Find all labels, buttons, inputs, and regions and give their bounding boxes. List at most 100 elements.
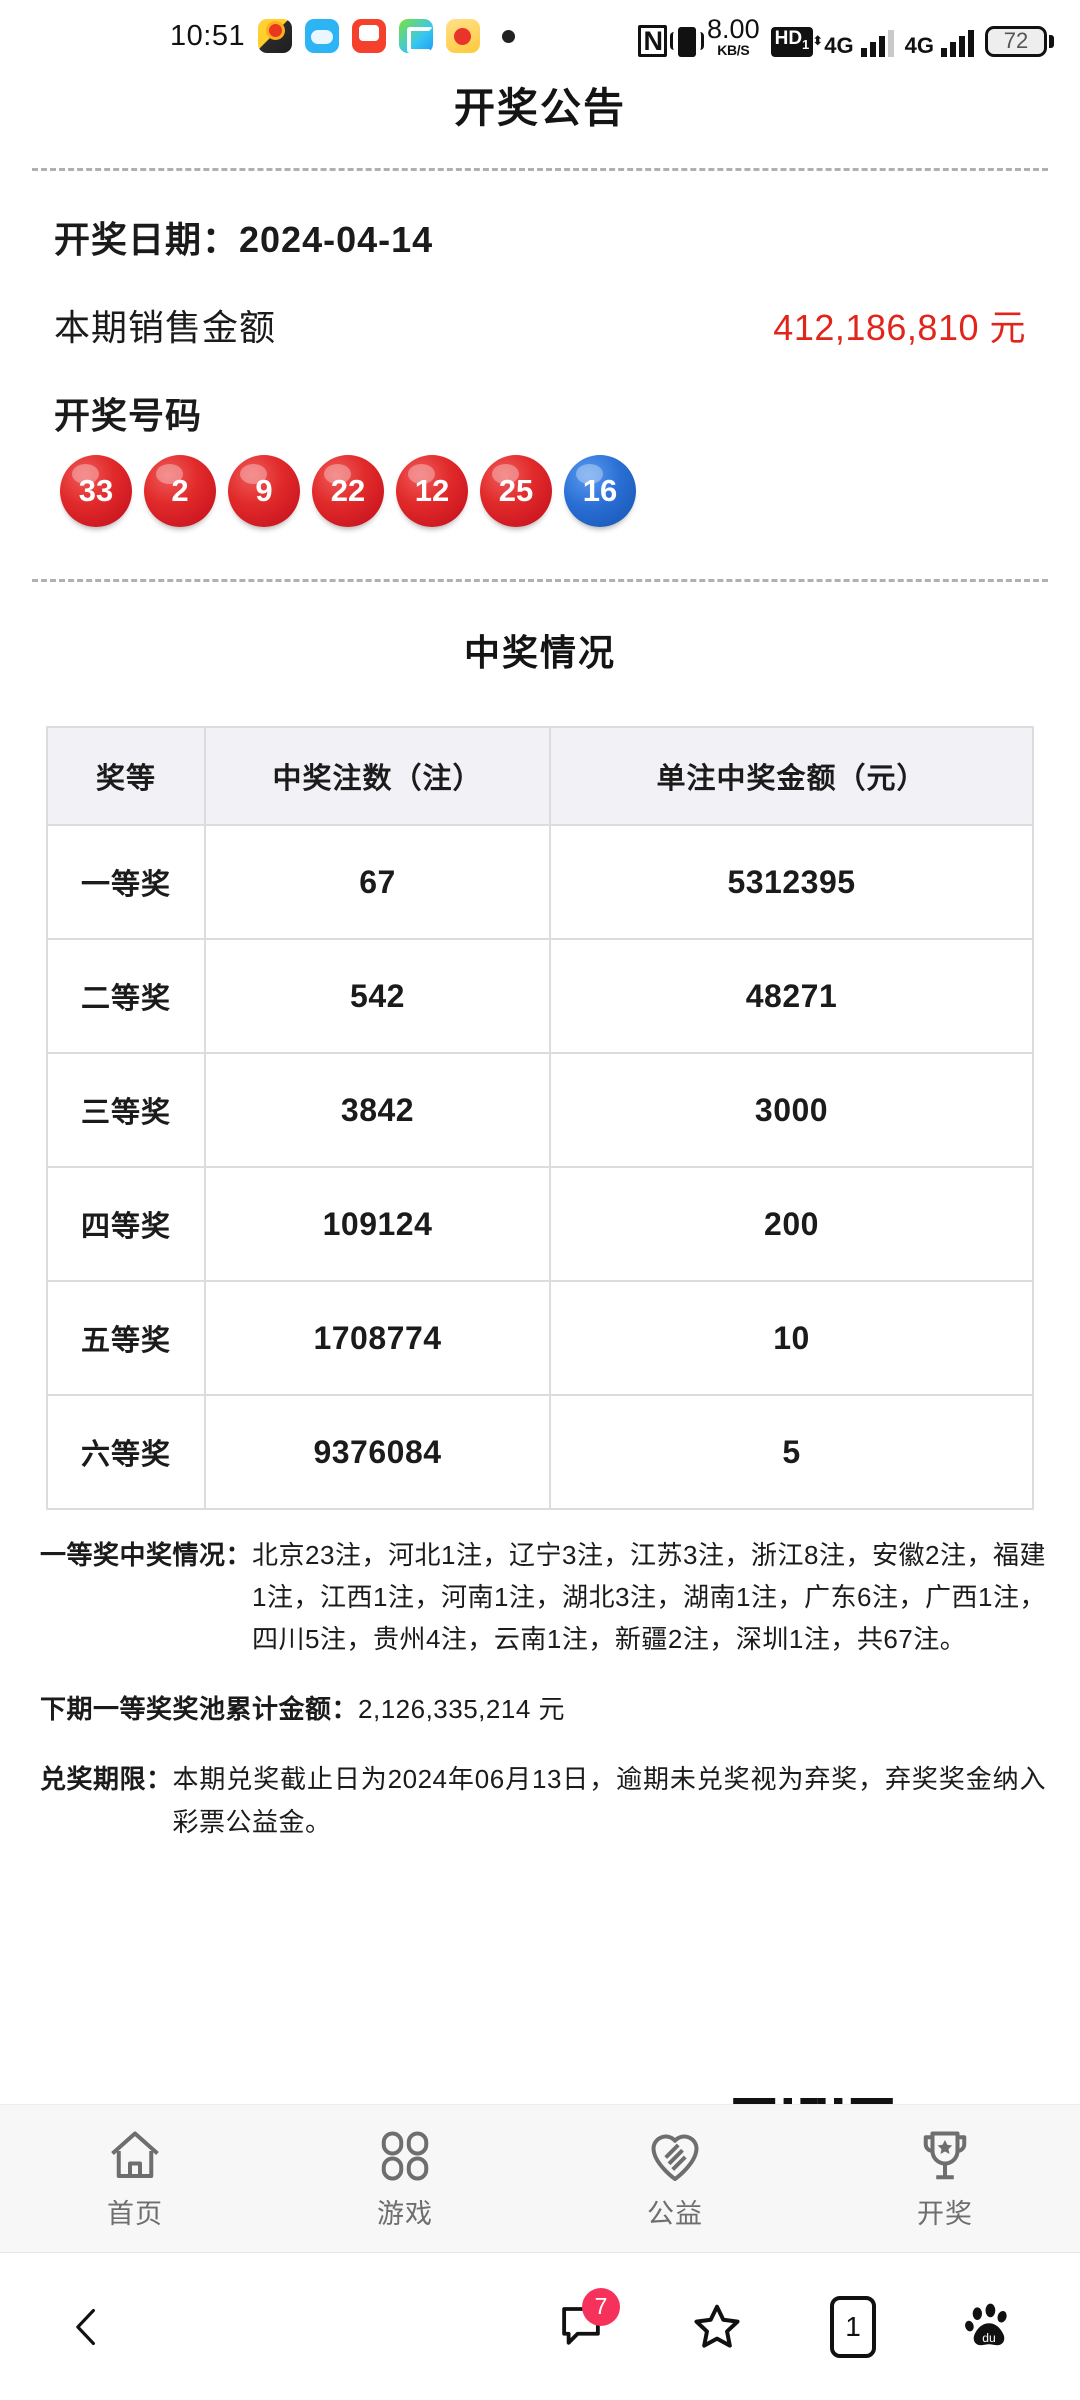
star-icon[interactable]	[682, 2292, 752, 2362]
sim2-signal-bars-icon	[941, 29, 974, 57]
first-prize-distribution-label: 一等奖中奖情况：	[40, 1540, 253, 1570]
kuaishou-app-icon	[352, 19, 387, 53]
prize-pool-note: 下期一等奖奖池累计金额：2,126,335,214 元	[40, 1688, 1046, 1730]
tab-count-button[interactable]: 1	[818, 2292, 888, 2362]
claim-deadline-label: 兑奖期限：	[40, 1764, 173, 1795]
nav-label-draw: 开奖	[917, 2199, 973, 2229]
cell-count: 9376084	[204, 1394, 551, 1510]
trophy-icon	[914, 2126, 976, 2186]
draw-numbers-label: 开奖号码	[54, 395, 203, 436]
nav-item-charity[interactable]: 公益	[540, 2126, 810, 2231]
cell-count: 1708774	[204, 1280, 551, 1396]
cell-amount: 10	[549, 1280, 1034, 1396]
cell-amount: 200	[549, 1166, 1034, 1282]
red-ball: 9	[228, 455, 300, 527]
cell-level: 五等奖	[46, 1280, 206, 1396]
table-row: 一等奖 67 5312395	[46, 824, 1034, 940]
draw-numbers-row: 开奖号码	[54, 387, 1026, 439]
nav-item-draw[interactable]: 开奖	[810, 2126, 1080, 2231]
data-arrows-icon: ⬍	[812, 32, 824, 48]
volte-hd-icon: HD1	[770, 26, 814, 57]
page-title: 开奖公告	[454, 85, 626, 131]
bottom-app-nav: 首页 游戏 公益 开奖	[0, 2104, 1080, 2252]
draw-info-section: 开奖日期：2024-04-14 本期销售金额 412,186,810 元 开奖号…	[0, 171, 1080, 537]
tab-count: 1	[830, 2295, 876, 2358]
table-row: 二等奖 542 48271	[46, 938, 1034, 1054]
table-row: 六等奖 9376084 5	[46, 1394, 1034, 1510]
column-header-level: 奖等	[46, 726, 206, 826]
grid-icon	[374, 2126, 436, 2186]
sim1-signal-indicator: ⬍ 4G	[812, 29, 894, 57]
nav-item-home[interactable]: 首页	[0, 2126, 270, 2231]
cell-count: 109124	[204, 1166, 551, 1282]
claim-deadline-value: 本期兑奖截止日为2024年06月13日，逾期未兑奖视为弃奖，弃奖奖金纳入彩票公益…	[172, 1764, 1046, 1837]
prize-table: 奖等 中奖注数（注） 单注中奖金额（元） 一等奖 67 5312395 二等奖 …	[46, 726, 1034, 1510]
red-ball: 25	[480, 455, 552, 527]
weibo-app-icon	[446, 19, 481, 53]
baidu-paw-icon[interactable]: du	[954, 2292, 1024, 2362]
browser-actions: 7 1 du	[546, 2287, 1024, 2362]
sales-amount-value: 412,186,810 元	[773, 307, 1026, 348]
battery-indicator: 72	[985, 25, 1054, 57]
column-header-amount: 单注中奖金额（元）	[549, 726, 1034, 826]
network-speed-unit: KB/S	[717, 41, 750, 58]
sales-amount-row: 本期销售金额 412,186,810 元	[54, 299, 1026, 351]
cloud-app-icon	[305, 19, 340, 53]
nav-item-games[interactable]: 游戏	[270, 2126, 540, 2231]
divider-top	[32, 168, 1048, 171]
status-bar: 10:51 N 8.00 KB/S HD1 ⬍ 4G 4G 72	[0, 0, 1080, 72]
cell-level: 二等奖	[46, 938, 206, 1054]
network-speed-indicator: 8.00 KB/S	[707, 13, 760, 58]
prize-section-title: 中奖情况	[463, 632, 616, 673]
draw-numbers-balls: 33 2 9 22 12 25 16	[54, 443, 1026, 527]
nav-label-games: 游戏	[377, 2199, 433, 2229]
comment-badge: 7	[582, 2287, 620, 2326]
blue-ball: 16	[564, 455, 636, 527]
status-bar-right: N 8.00 KB/S HD1 ⬍ 4G 4G 72	[637, 13, 1054, 58]
prize-pool-label: 下期一等奖奖池累计金额：	[40, 1694, 359, 1725]
status-bar-left: 10:51	[170, 19, 516, 53]
battery-percent: 72	[1003, 28, 1029, 53]
claim-deadline-note: 兑奖期限： 本期兑奖截止日为2024年06月13日，逾期未兑奖视为弃奖，弃奖奖金…	[40, 1758, 1046, 1842]
battery-tip-icon	[1049, 34, 1054, 48]
prize-pool-value: 2,126,335,214 元	[358, 1694, 566, 1725]
nav-label-home: 首页	[107, 2199, 163, 2229]
cell-count: 67	[204, 824, 551, 940]
cell-amount: 3000	[549, 1052, 1034, 1168]
red-ball: 33	[60, 455, 132, 527]
sim2-network-label: 4G	[904, 32, 934, 58]
cell-level: 一等奖	[46, 824, 206, 940]
back-chevron-icon[interactable]	[52, 2292, 122, 2362]
red-ball: 12	[396, 455, 468, 527]
first-prize-distribution-value: 北京23注，河北1注，辽宁3注，江苏3注，浙江8注，安徽2注，福建1注，江西1注…	[252, 1540, 1046, 1655]
heart-hands-icon	[644, 2126, 706, 2186]
red-ball: 2	[144, 455, 216, 527]
draw-date-row: 开奖日期：2024-04-14	[54, 211, 1026, 263]
divider-middle	[32, 579, 1048, 582]
sales-amount-label: 本期销售金额	[54, 307, 277, 348]
cell-count: 3842	[204, 1052, 551, 1168]
cell-level: 六等奖	[46, 1394, 206, 1510]
status-clock: 10:51	[170, 19, 246, 52]
cell-level: 三等奖	[46, 1052, 206, 1168]
notes-section: 一等奖中奖情况： 北京23注，河北1注，辽宁3注，江苏3注，浙江8注，安徽2注，…	[0, 1510, 1080, 1843]
svg-text:du: du	[982, 2330, 996, 2344]
cell-count: 542	[204, 938, 551, 1054]
nav-label-charity: 公益	[647, 2199, 703, 2229]
more-notifications-dot-icon	[502, 29, 516, 43]
sunflower-app-icon	[258, 19, 293, 53]
table-row: 五等奖 1708774 10	[46, 1280, 1034, 1396]
cell-amount: 5312395	[549, 824, 1034, 940]
table-header-row: 奖等 中奖注数（注） 单注中奖金额（元）	[46, 726, 1034, 826]
sim2-signal-indicator: 4G	[904, 29, 974, 58]
cell-amount: 48271	[549, 938, 1034, 1054]
table-row: 三等奖 3842 3000	[46, 1052, 1034, 1168]
table-row: 四等奖 109124 200	[46, 1166, 1034, 1282]
column-header-count: 中奖注数（注）	[204, 726, 551, 826]
cell-level: 四等奖	[46, 1166, 206, 1282]
network-speed-value: 8.00	[707, 13, 760, 44]
browser-bottom-bar: 7 1 du	[0, 2252, 1080, 2400]
comment-icon[interactable]: 7	[546, 2287, 620, 2362]
red-ball: 22	[312, 455, 384, 527]
wechat-app-icon	[399, 19, 434, 53]
